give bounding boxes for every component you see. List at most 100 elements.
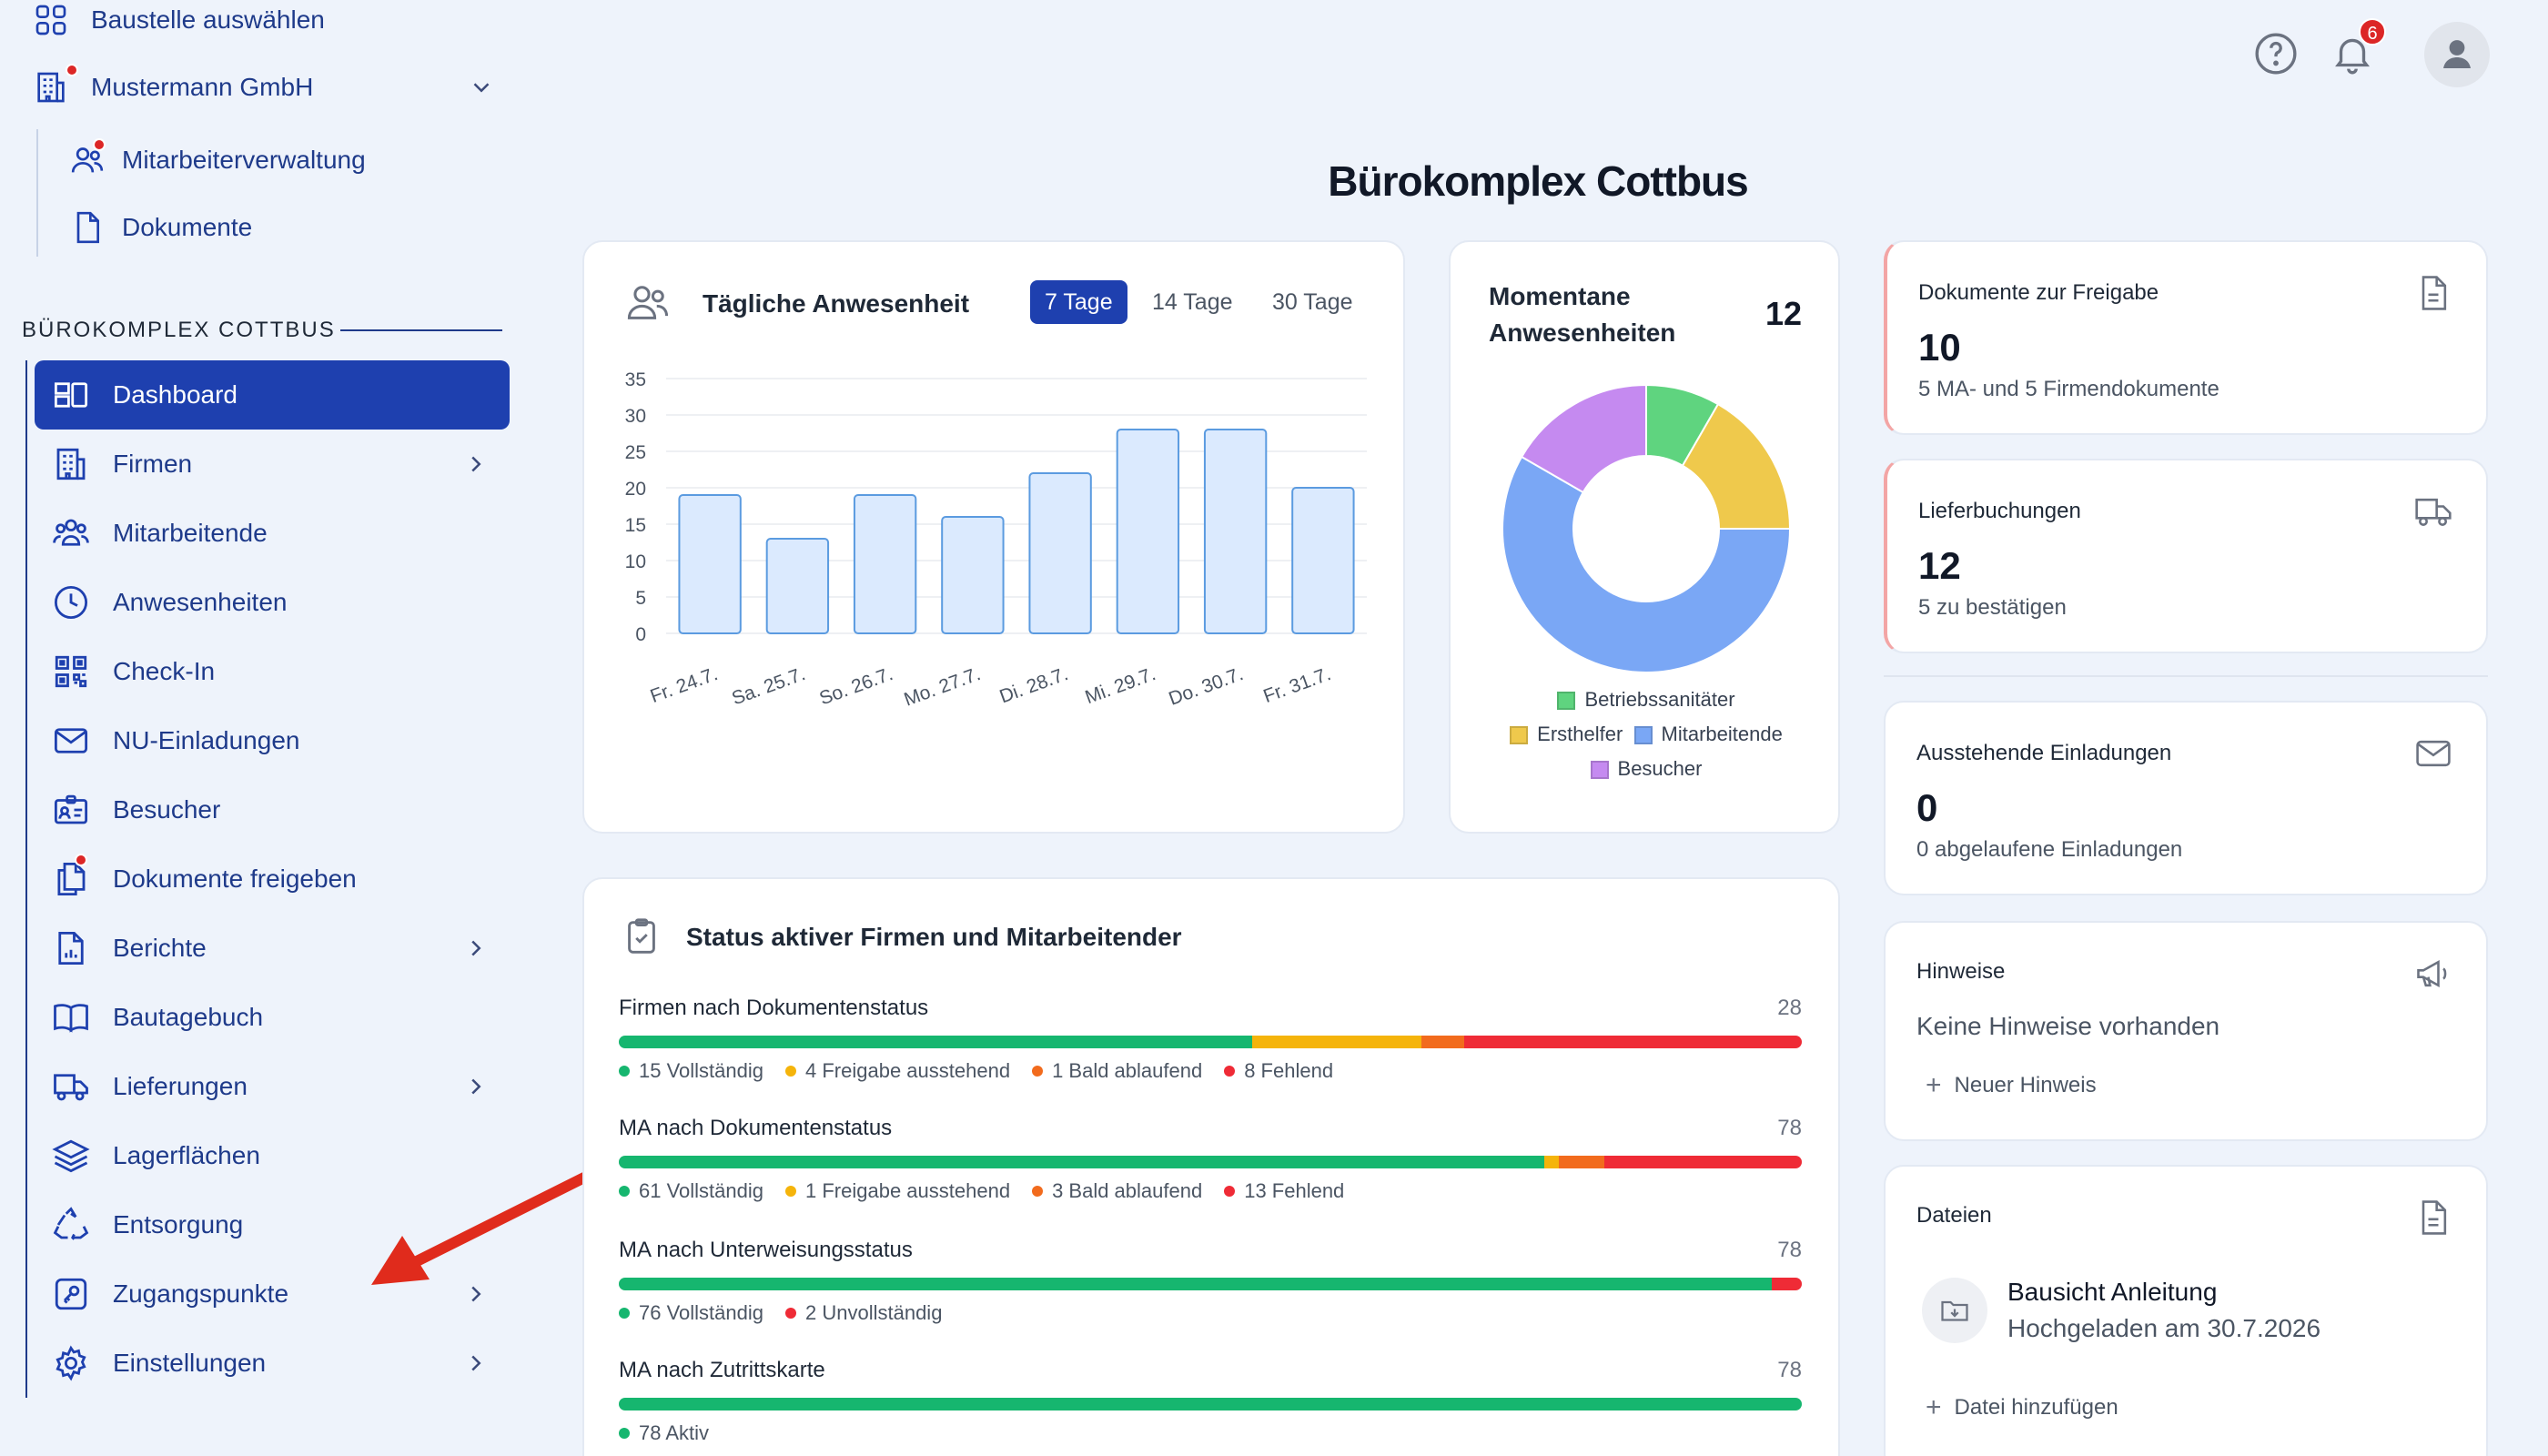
legend-row: Ersthelfer Mitarbeitende (1451, 717, 1842, 752)
qr-code-icon (51, 652, 91, 692)
status-legend-label: 76 Vollständig (639, 1301, 763, 1324)
sidebar-item-label: Zugangspunkte (113, 1279, 289, 1308)
y-tick-label: 25 (625, 442, 646, 463)
office-building-icon (31, 64, 78, 107)
status-row-label: MA nach Dokumentenstatus (619, 1116, 893, 1140)
range-30-days[interactable]: 30 Tage (1272, 289, 1353, 315)
chevron-right-icon (471, 1078, 481, 1095)
status-bar (619, 1036, 1802, 1048)
sidebar-item-label: Dashboard (113, 380, 238, 409)
range-14-days[interactable]: 14 Tage (1152, 289, 1233, 315)
select-site-label: Baustelle auswählen (91, 5, 325, 34)
x-tick-label: Di. 28.7. (996, 663, 1070, 707)
status-row-total: 78 (1777, 1238, 1802, 1262)
sidebar-item-mitarbeiterverwaltung[interactable]: Mitarbeiterverwaltung (67, 138, 366, 180)
sidebar-item-entsorgung[interactable]: Entsorgung (35, 1190, 510, 1259)
docs-approval-card[interactable]: Dokumente zur Freigabe 10 5 MA- und 5 Fi… (1884, 240, 2488, 435)
status-row-label: MA nach Zutrittskarte (619, 1358, 825, 1382)
status-legend-label: 3 Bald ablaufend (1052, 1179, 1203, 1202)
files-card: Dateien Bausicht Anleitung Hochgeladen a… (1884, 1165, 2488, 1456)
current-attendance-title: Momentane Anwesenheiten (1489, 282, 1676, 347)
deliveries-title: Lieferbuchungen (1918, 499, 2081, 523)
sidebar-item-dokumente-freigeben[interactable]: Dokumente freigeben (35, 844, 510, 914)
chevron-down-icon[interactable] (468, 74, 495, 101)
status-legend-label: 4 Freigabe ausstehend (805, 1059, 1011, 1082)
bell-icon[interactable] (2330, 31, 2375, 76)
add-file-label: Datei hinzufügen (1954, 1395, 2118, 1420)
sidebar-item-bautagebuch[interactable]: Bautagebuch (35, 983, 510, 1052)
sidebar-item-einstellungen[interactable]: Einstellungen (35, 1329, 510, 1398)
mail-icon (2413, 733, 2453, 774)
attendance-card: Tägliche Anwesenheit 7 Tage 14 Tage 30 T… (582, 240, 1405, 834)
sidebar-item-besucher[interactable]: Besucher (35, 775, 510, 844)
status-bar-segment (1421, 1036, 1464, 1048)
users-group-icon (51, 513, 91, 553)
status-legend-item: 15 Vollständig (619, 1059, 763, 1083)
status-row-total: 78 (1777, 1116, 1802, 1140)
status-dot (1032, 1066, 1044, 1077)
help-icon[interactable] (2253, 31, 2299, 76)
y-tick-label: 5 (635, 588, 646, 609)
sidebar-item-lieferungen[interactable]: Lieferungen (35, 1052, 510, 1121)
documents-alert-dot (75, 854, 87, 866)
status-legend-item: 2 Unvollständig (785, 1301, 942, 1325)
legend-swatch (1590, 761, 1609, 780)
sidebar-item-berichte[interactable]: Berichte (35, 914, 510, 983)
sidebar-item-mitarbeitende[interactable]: Mitarbeitende (35, 499, 510, 568)
status-title: Status aktiver Firmen und Mitarbeitender (686, 923, 1182, 951)
y-tick-label: 20 (625, 479, 646, 500)
files-title: Dateien (1916, 1203, 1992, 1228)
sidebar-item-dashboard[interactable]: Dashboard (35, 360, 510, 430)
tree-line (36, 129, 38, 257)
select-site-button[interactable]: Baustelle auswählen (31, 0, 325, 40)
status-bar-segment (1604, 1156, 1802, 1168)
y-tick-label: 30 (625, 406, 646, 427)
bar (678, 494, 742, 634)
chevron-right-icon (471, 1355, 481, 1371)
sidebar-item-nu-einladungen[interactable]: NU-Einladungen (35, 706, 510, 775)
status-legend: 61 Vollständig 1 Freigabe ausstehend 3 Bal… (619, 1179, 1366, 1203)
add-note-button[interactable]: + Neuer Hinweis (1926, 1070, 2097, 1101)
status-legend-item: 76 Vollständig (619, 1301, 763, 1325)
deliveries-card[interactable]: Lieferbuchungen 12 5 zu bestätigen (1884, 459, 2488, 653)
y-tick-label: 15 (625, 515, 646, 536)
invites-card[interactable]: Ausstehende Einladungen 0 0 abgelaufene … (1884, 701, 2488, 895)
sidebar-item-firmen[interactable]: Firmen (35, 430, 510, 499)
status-row-total: 28 (1777, 996, 1802, 1020)
sidebar-item-dokumente[interactable]: Dokumente (67, 207, 252, 248)
avatar[interactable] (2424, 22, 2490, 87)
status-row-total: 78 (1777, 1358, 1802, 1382)
status-dot (1032, 1186, 1044, 1197)
user-icon (2443, 40, 2471, 68)
sidebar-item-check-in[interactable]: Check-In (35, 637, 510, 706)
x-tick-label: Mo. 27.7. (901, 663, 983, 711)
section-divider (340, 329, 502, 331)
company-selector[interactable]: Mustermann GmbH (31, 64, 495, 107)
attendance-title: Tägliche Anwesenheit (703, 289, 970, 318)
add-note-label: Neuer Hinweis (1954, 1073, 2097, 1097)
notification-badge: 6 (2359, 18, 2386, 46)
sidebar-item-label: Lagerflächen (113, 1141, 260, 1169)
users-icon (624, 278, 672, 326)
building-icon (51, 444, 91, 484)
status-dot (1224, 1186, 1236, 1197)
legend-label: Ersthelfer (1537, 723, 1623, 745)
status-legend-item: 1 Freigabe ausstehend (785, 1179, 1010, 1203)
status-legend-item: 13 Fehlend (1224, 1179, 1344, 1203)
document-icon (2413, 1198, 2453, 1238)
x-tick-label: Do. 30.7. (1166, 663, 1246, 710)
sidebar-item-zugangspunkte[interactable]: Zugangspunkte (35, 1259, 510, 1329)
sidebar-item-lagerflaechen[interactable]: Lagerflächen (35, 1121, 510, 1190)
file-folder-icon (1922, 1278, 1987, 1343)
sidebar-item-label: Entsorgung (113, 1210, 244, 1239)
page-title: Bürokomplex Cottbus (1328, 157, 1748, 205)
bar (765, 538, 830, 634)
sidebar-item-anwesenheiten[interactable]: Anwesenheiten (35, 568, 510, 637)
add-file-button[interactable]: + Datei hinzufügen (1926, 1392, 2118, 1423)
status-dot (619, 1428, 630, 1439)
docs-approval-title: Dokumente zur Freigabe (1918, 280, 2159, 305)
range-7-days[interactable]: 7 Tage (1030, 280, 1127, 324)
file-name[interactable]: Bausicht Anleitung (2007, 1278, 2218, 1306)
sidebar-item-label: Einstellungen (113, 1349, 267, 1377)
legend-row: Besucher (1451, 752, 1842, 786)
